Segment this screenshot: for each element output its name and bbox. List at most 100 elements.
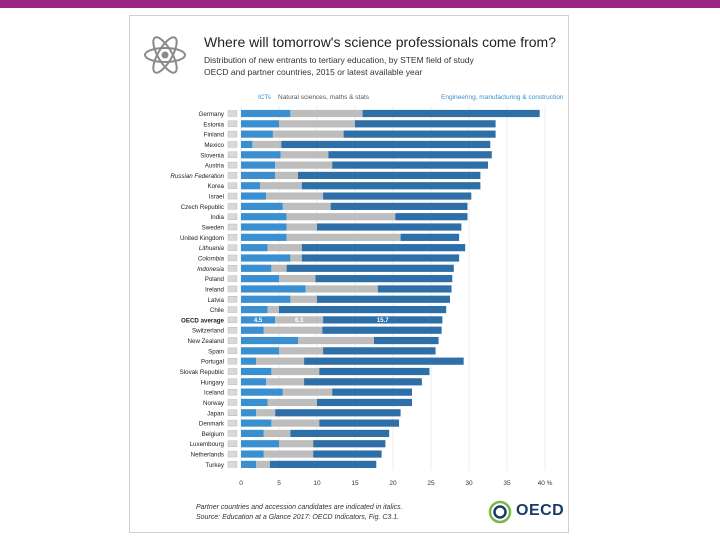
chart-title: Where will tomorrow's science profession… <box>204 34 557 50</box>
category-label: Latvia <box>207 297 224 304</box>
x-tick-label: 10 <box>313 480 321 487</box>
bar-segment <box>290 295 317 303</box>
flag-icon <box>227 213 238 220</box>
bar-segment <box>322 326 442 334</box>
bar-segment <box>330 202 468 210</box>
flag-icon <box>227 234 238 241</box>
bar-segment <box>317 398 412 407</box>
bar-segment <box>279 120 355 128</box>
oecd-logo-text: OECD <box>516 502 565 519</box>
bar-segment <box>271 367 320 376</box>
bar-segment <box>355 120 496 128</box>
bar-segment <box>317 223 462 231</box>
bar-segment <box>241 109 291 118</box>
bar-segment <box>241 264 272 272</box>
bar-segment <box>304 378 422 386</box>
category-label: Indonesia <box>197 266 224 273</box>
x-tick-label: 30 <box>465 480 473 487</box>
legend-item: ICTs <box>258 94 272 101</box>
flag-icon <box>227 461 238 468</box>
bar-segment <box>241 440 279 448</box>
bar-segment <box>269 460 377 468</box>
bar-segment <box>241 151 281 159</box>
bar-segment <box>241 398 268 407</box>
bar-segment <box>279 440 314 448</box>
flag-icon <box>227 151 238 158</box>
flag-icon <box>227 357 238 365</box>
bar-segment <box>241 316 276 324</box>
bar-segment <box>298 336 374 345</box>
bar-segment <box>241 419 272 427</box>
category-label: Japan <box>207 410 224 417</box>
bar-segment <box>266 378 305 386</box>
bar-segment <box>279 305 447 314</box>
bar-segment <box>271 419 320 427</box>
legend-item: Engineering, manufacturing & constructio… <box>441 94 564 101</box>
bar-segment <box>241 305 268 314</box>
flag-icon <box>227 192 238 200</box>
bar-segment <box>301 244 466 252</box>
legend-item: Natural sciences, maths & stats <box>278 94 370 101</box>
flag-icon <box>227 378 238 386</box>
flag-icon <box>227 347 238 355</box>
flag-icon <box>227 203 238 210</box>
bar-segment <box>343 130 496 138</box>
flag-icon <box>227 265 238 272</box>
chart-subtitle: Distribution of new entrants to tertiary… <box>204 55 474 65</box>
category-label: Norway <box>203 400 225 407</box>
bar-segment <box>304 357 464 365</box>
flag-icon <box>227 130 238 138</box>
bar-segment <box>279 275 316 283</box>
flag-icon <box>227 275 238 282</box>
bar-segment <box>286 213 396 221</box>
bar-segment <box>256 409 276 417</box>
bar-segment <box>362 109 540 118</box>
category-label: Finland <box>204 132 225 139</box>
bar-segment <box>282 202 331 210</box>
x-tick-label: 35 <box>503 480 511 487</box>
bar-segment <box>241 409 257 417</box>
chart-subtitle-scope: OECD and partner countries, 2015 or late… <box>204 67 423 77</box>
bar-segment <box>241 429 264 438</box>
bar-segment <box>241 347 279 355</box>
bar-segment <box>241 460 257 468</box>
category-label: Mexico <box>204 142 224 149</box>
bar-segment <box>263 429 291 438</box>
top-accent-bar <box>0 0 720 8</box>
bar-segment <box>290 429 390 438</box>
x-tick-label: 15 <box>351 480 359 487</box>
x-tick-label: 20 <box>389 480 397 487</box>
bar-segment <box>275 171 298 180</box>
bar-segment <box>323 347 436 355</box>
bar-segment <box>400 233 460 241</box>
bar-segment <box>275 316 324 324</box>
bar-segment <box>241 192 267 200</box>
bar-segment <box>280 151 329 159</box>
data-label: 4.5 <box>254 318 263 324</box>
flag-icon <box>227 141 238 148</box>
bar-segment <box>305 285 378 293</box>
bar-segment <box>241 140 253 149</box>
category-label: Austria <box>205 163 225 170</box>
bar-segment <box>301 254 460 262</box>
bar-segment <box>256 357 305 365</box>
bar-segment <box>377 285 452 293</box>
bar-segment <box>286 264 454 272</box>
bar-segment <box>313 440 386 448</box>
bar-segment <box>266 192 324 200</box>
flag-icon <box>227 254 238 262</box>
bar-segment <box>332 161 488 169</box>
category-label: Iceland <box>204 390 225 397</box>
x-tick-label: 25 <box>427 480 435 487</box>
category-label: Luxembourg <box>190 441 225 448</box>
atom-icon <box>144 36 186 74</box>
bar-segment <box>275 409 401 417</box>
flag-icon <box>227 368 238 375</box>
source-note: Source: Education at a Glance 2017: OECD… <box>196 514 400 521</box>
category-label: Colombia <box>198 255 225 262</box>
flag-icon <box>227 409 238 416</box>
category-label: Czech Republic <box>181 204 224 211</box>
bar-segment <box>241 244 268 252</box>
bar-segment <box>241 326 264 334</box>
